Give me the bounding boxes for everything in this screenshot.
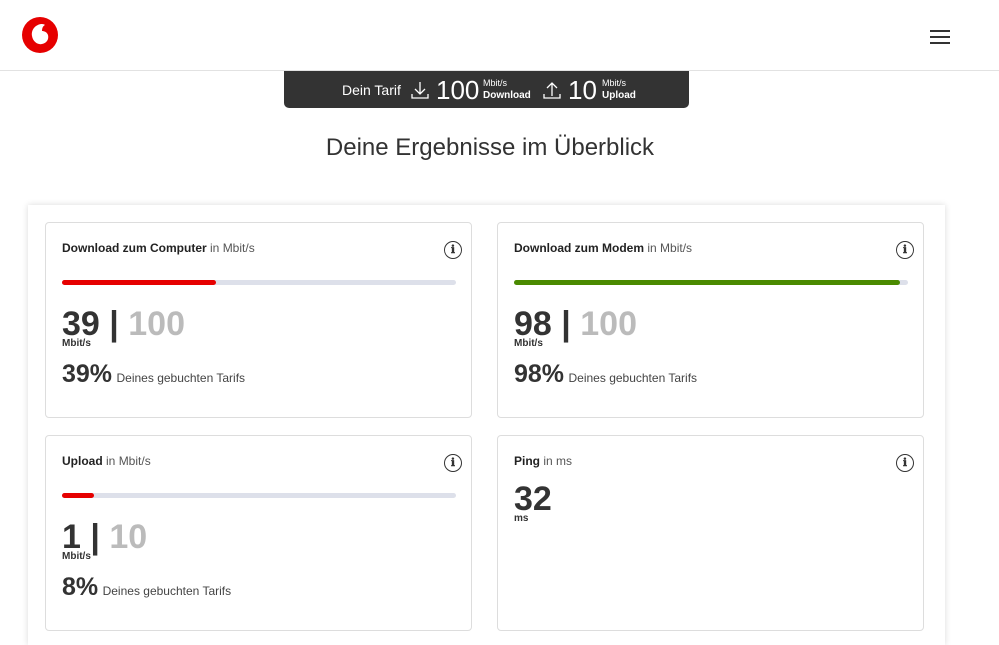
percent-line: 98% Deines gebuchten Tarifs [514,360,697,389]
menu-button[interactable] [930,29,951,45]
value: 39 [62,305,100,343]
tariff-download-unit: Mbit/s [483,78,508,88]
card-title-text: Download zum Modem [514,241,644,255]
percent-note: Deines gebuchten Tarifs [568,371,698,385]
tariff-upload: 10 [568,75,597,105]
separator: | [90,518,100,556]
info-button[interactable]: ℹ [896,454,914,472]
tariff-bar: Dein Tarif 100 Mbit/s Download 10 Mbit/s… [284,71,689,108]
result-card: Upload in Mbit/s ℹ 1 | 10 Mbit/s 8% Deines g… [45,435,472,631]
card-title-unit: in Mbit/s [647,241,693,255]
max-value: 100 [580,305,637,343]
logo[interactable] [22,17,58,53]
value: 98 [514,305,552,343]
info-button[interactable]: ℹ [444,241,462,259]
percent: 39% [62,360,113,388]
results-panel: Download zum Computer in Mbit/s ℹ 39 | 100… [28,205,945,645]
result-card: Download zum Modem in Mbit/s ℹ 98 | 100 Mbi… [497,222,924,418]
progress-track [514,280,908,285]
info-button[interactable]: ℹ [896,241,914,259]
tariff-upload-unit: Mbit/s [602,78,627,88]
percent: 8% [62,573,99,601]
card-title: Download zum Computer in Mbit/s [62,241,255,255]
percent: 98% [514,360,565,388]
card-title: Ping in ms [514,454,572,468]
progress-fill [514,280,901,285]
card-title-text: Download zum Computer [62,241,207,255]
result-card: Download zum Computer in Mbit/s ℹ 39 | 100… [45,222,472,418]
header [0,0,999,71]
max-value: 10 [109,518,148,556]
value-unit: Mbit/s [62,338,91,349]
percent-note: Deines gebuchten Tarifs [102,584,232,598]
card-title: Upload in Mbit/s [62,454,151,468]
card-title-text: Ping [514,454,540,468]
upload-icon [543,82,561,99]
separator: | [109,305,119,343]
max-value: 100 [128,305,185,343]
value-line: 32 [514,480,552,519]
value: 32 [514,480,552,518]
value-line: 1 | 10 [62,518,147,557]
percent-note: Deines gebuchten Tarifs [116,371,246,385]
percent-line: 39% Deines gebuchten Tarifs [62,360,245,389]
card-title: Download zum Modem in Mbit/s [514,241,692,255]
info-button[interactable]: ℹ [444,454,462,472]
tariff-label: Dein Tarif [342,82,401,98]
progress-fill [62,493,94,498]
value-unit: ms [514,513,529,524]
progress-fill [62,280,216,285]
tariff-download-label: Download [483,90,531,101]
percent-line: 8% Deines gebuchten Tarifs [62,573,231,602]
card-title-text: Upload [62,454,103,468]
card-title-unit: in Mbit/s [106,454,151,468]
heading: Deine Ergebnisse im Überblick [325,134,655,161]
value-unit: Mbit/s [62,551,91,562]
card-title-unit: in ms [543,454,573,468]
tariff-upload-label: Upload [602,90,636,101]
value-line: 39 | 100 [62,305,185,344]
tariff-download: 100 [436,75,480,105]
card-title-unit: in Mbit/s [210,241,255,255]
progress-track [62,280,456,285]
value-unit: Mbit/s [514,338,543,349]
value: 1 [62,518,81,556]
result-card: Ping in ms ℹ 32 ms [497,435,924,631]
separator: | [561,305,571,343]
progress-track [62,493,456,498]
value-line: 98 | 100 [514,305,637,344]
download-icon [411,82,429,99]
